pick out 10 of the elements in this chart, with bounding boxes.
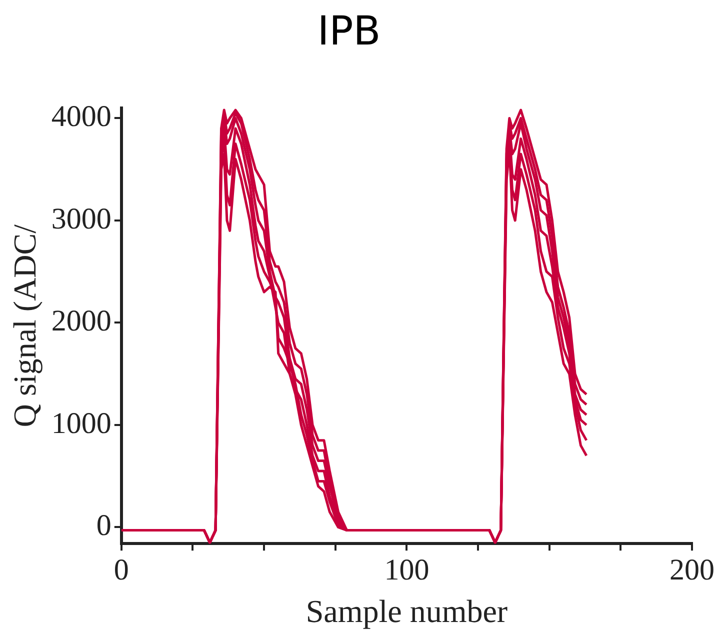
x-tick-label: 100 [384, 553, 430, 586]
y-axis-title: Q signal (ADC/ [6, 224, 43, 428]
y-tick-label: 2000 [51, 304, 112, 338]
y-tick-label: 1000 [51, 406, 112, 440]
y-tick-label: 4000 [51, 100, 112, 134]
x-axis-title: Sample number [306, 593, 508, 630]
x-tick-label: 200 [670, 553, 714, 586]
chart-title: IPB [317, 8, 381, 54]
y-tick-label: 0 [96, 509, 112, 542]
y-tick-label: 3000 [51, 202, 112, 236]
